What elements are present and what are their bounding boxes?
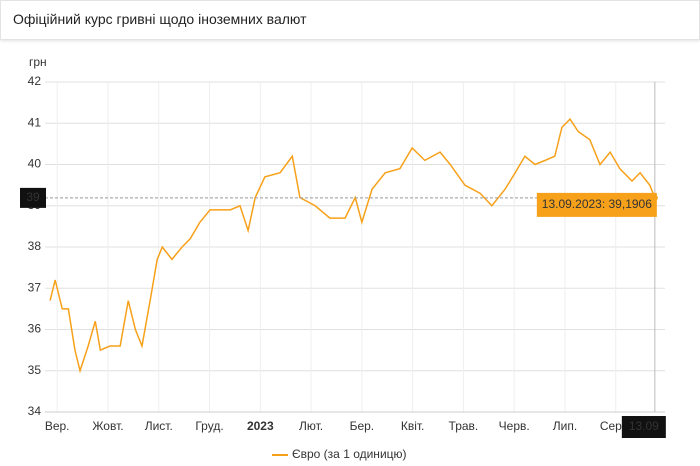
x-tick-label: Бер. (350, 419, 375, 433)
chart: грн 34 35 36 37 38 39 40 41 42 Вер. Жовт. Лист. Груд… (20, 55, 666, 461)
x-tick-label: Лип. (553, 419, 577, 433)
y-tick-label: 42 (28, 74, 42, 88)
x-tick-label: Квіт. (401, 419, 425, 433)
y-tick-label: 34 (28, 404, 42, 418)
crosshair-y-label: 39 (26, 190, 40, 204)
y-label-box (20, 187, 46, 208)
tooltip-box (536, 192, 657, 217)
line (49, 117, 656, 374)
legend-label: Євро (за 1 одиницю) (292, 447, 407, 461)
x-tick-label: Трав. (449, 419, 479, 433)
y-tick-label: 35 (28, 363, 42, 377)
header-title: Офіційний курс гривні щодо іноземних вал… (13, 11, 307, 27)
y-tick-label: 37 (28, 280, 42, 294)
header: Офіційний курс гривні щодо іноземних вал… (0, 0, 700, 40)
x-tick-label: 2023 (247, 419, 274, 433)
y-tick-label: 41 (28, 115, 42, 129)
tooltip: 13.09.2023: 39,1906 (542, 197, 652, 211)
x-tick-label: Вер. (45, 419, 70, 433)
x-tick-label: Лют. (299, 419, 323, 433)
x-tick-label: Груд. (195, 419, 223, 433)
crosshair-x-label: 13.09 (629, 419, 659, 433)
x-tick-label: Лист. (145, 419, 173, 433)
x-label-box (621, 416, 666, 438)
y-tick-label: 36 (28, 322, 42, 336)
y-tick-label: 38 (28, 239, 42, 253)
y-unit: грн (29, 55, 47, 69)
x-tick-label: Жовт. (92, 419, 123, 433)
x-tick-label: Черв. (499, 419, 530, 433)
y-tick-label: 40 (28, 157, 42, 171)
